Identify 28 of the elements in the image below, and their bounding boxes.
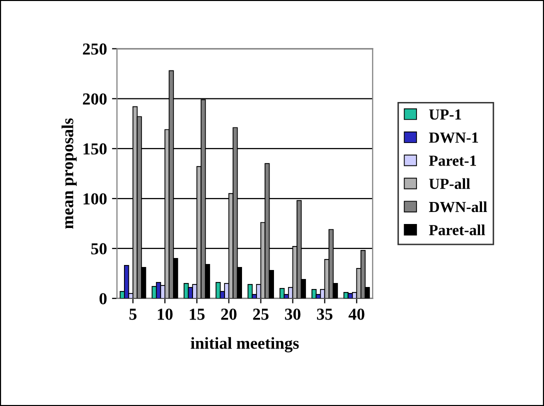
bar xyxy=(280,288,285,298)
x-tick-label: 5 xyxy=(129,308,136,320)
legend-label: DWN-all xyxy=(429,201,488,212)
y-tick-label: 150 xyxy=(84,143,107,155)
x-axis-title: initial meetings xyxy=(190,337,299,352)
legend-label: UP-1 xyxy=(429,109,462,120)
x-tick-label: 30 xyxy=(285,308,300,320)
bar xyxy=(184,283,189,298)
y-tick-label: 50 xyxy=(91,243,107,254)
legend-label: UP-all xyxy=(429,178,470,189)
x-tick-label: 40 xyxy=(348,308,364,320)
legend-label: DWN-1 xyxy=(429,132,478,143)
y-tick-label: 100 xyxy=(84,193,107,204)
x-tick-label: 35 xyxy=(316,308,332,320)
bar xyxy=(248,284,253,298)
bar xyxy=(124,265,130,298)
y-tick-label: 200 xyxy=(82,93,107,105)
x-tick-label: 25 xyxy=(253,308,269,320)
y-axis-title: mean proposals xyxy=(62,118,77,229)
y-tick-label: 250 xyxy=(82,43,107,55)
legend-label: Paret-1 xyxy=(428,156,476,166)
x-tick-label: 20 xyxy=(221,308,237,320)
y-tick-label: 0 xyxy=(100,293,107,304)
bar xyxy=(311,289,317,298)
x-tick-label: 15 xyxy=(190,308,205,320)
bar xyxy=(216,282,221,298)
x-tick-label: 10 xyxy=(158,308,173,320)
legend-label: Paret-all xyxy=(428,224,486,236)
